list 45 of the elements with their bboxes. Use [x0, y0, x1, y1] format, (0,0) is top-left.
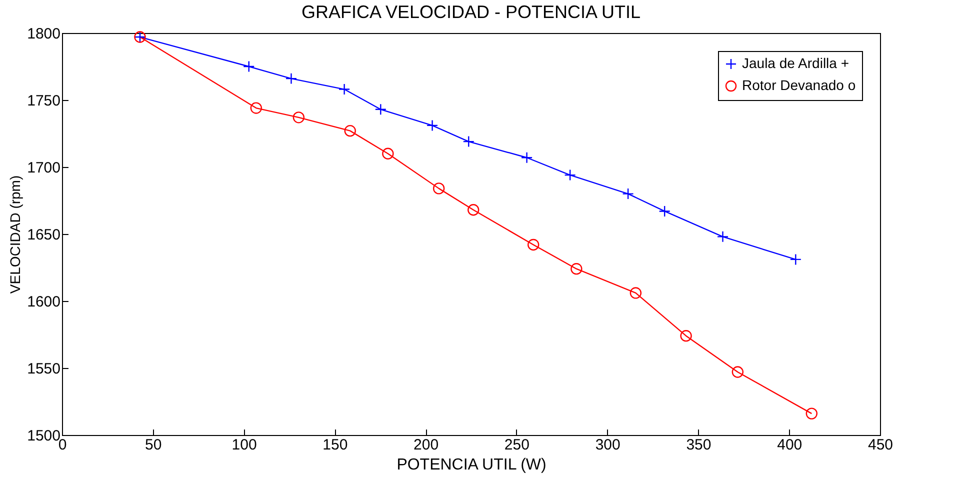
- x-tick-label: 250: [504, 436, 530, 454]
- point: [382, 148, 394, 160]
- point: [528, 238, 540, 251]
- point: [658, 205, 670, 218]
- point: [570, 263, 582, 275]
- point: [716, 230, 729, 243]
- point: [630, 287, 642, 299]
- point: [243, 60, 255, 72]
- x-tick-label: 450: [868, 436, 894, 454]
- point: [520, 152, 533, 164]
- y-tick-label: 1750: [27, 92, 60, 110]
- point: [462, 136, 474, 148]
- legend-label: Jaula de Ardilla +: [742, 55, 850, 71]
- x-tick-label: 300: [595, 436, 620, 454]
- point: [622, 188, 634, 200]
- x-tick-label: 100: [232, 436, 257, 454]
- point: [338, 83, 350, 96]
- point: [564, 169, 576, 181]
- x-tick-label: 350: [686, 436, 712, 454]
- point: [374, 104, 386, 116]
- y-tick-label: 1700: [27, 160, 60, 176]
- point: [344, 124, 356, 137]
- legend-label: Rotor Devanado o: [742, 77, 856, 93]
- y-tick-label: 1800: [27, 26, 60, 42]
- point: [806, 408, 818, 420]
- point: [285, 72, 298, 84]
- point: [680, 330, 692, 342]
- y-tick-label: 1600: [27, 294, 60, 310]
- x-axis-title: POTENCIA UTIL (W): [396, 456, 546, 474]
- point: [732, 366, 744, 378]
- x-tick-label: 400: [777, 436, 802, 454]
- y-axis-title: VELOCIDAD (rpm): [7, 175, 24, 294]
- x-tick-label: 200: [414, 436, 439, 454]
- point: [468, 204, 480, 216]
- y-tick-label: 1650: [27, 226, 60, 244]
- point: [250, 102, 262, 114]
- point: [790, 254, 802, 266]
- point: [426, 120, 438, 132]
- point: [432, 182, 445, 194]
- y-tick-label: 1550: [27, 360, 60, 378]
- y-tick-label: 1500: [27, 428, 60, 444]
- x-tick-label: 50: [145, 436, 162, 454]
- chart-title: GRAFICA VELOCIDAD - POTENCIA UTIL: [301, 2, 641, 22]
- point: [292, 112, 305, 124]
- x-tick-label: 150: [322, 436, 348, 454]
